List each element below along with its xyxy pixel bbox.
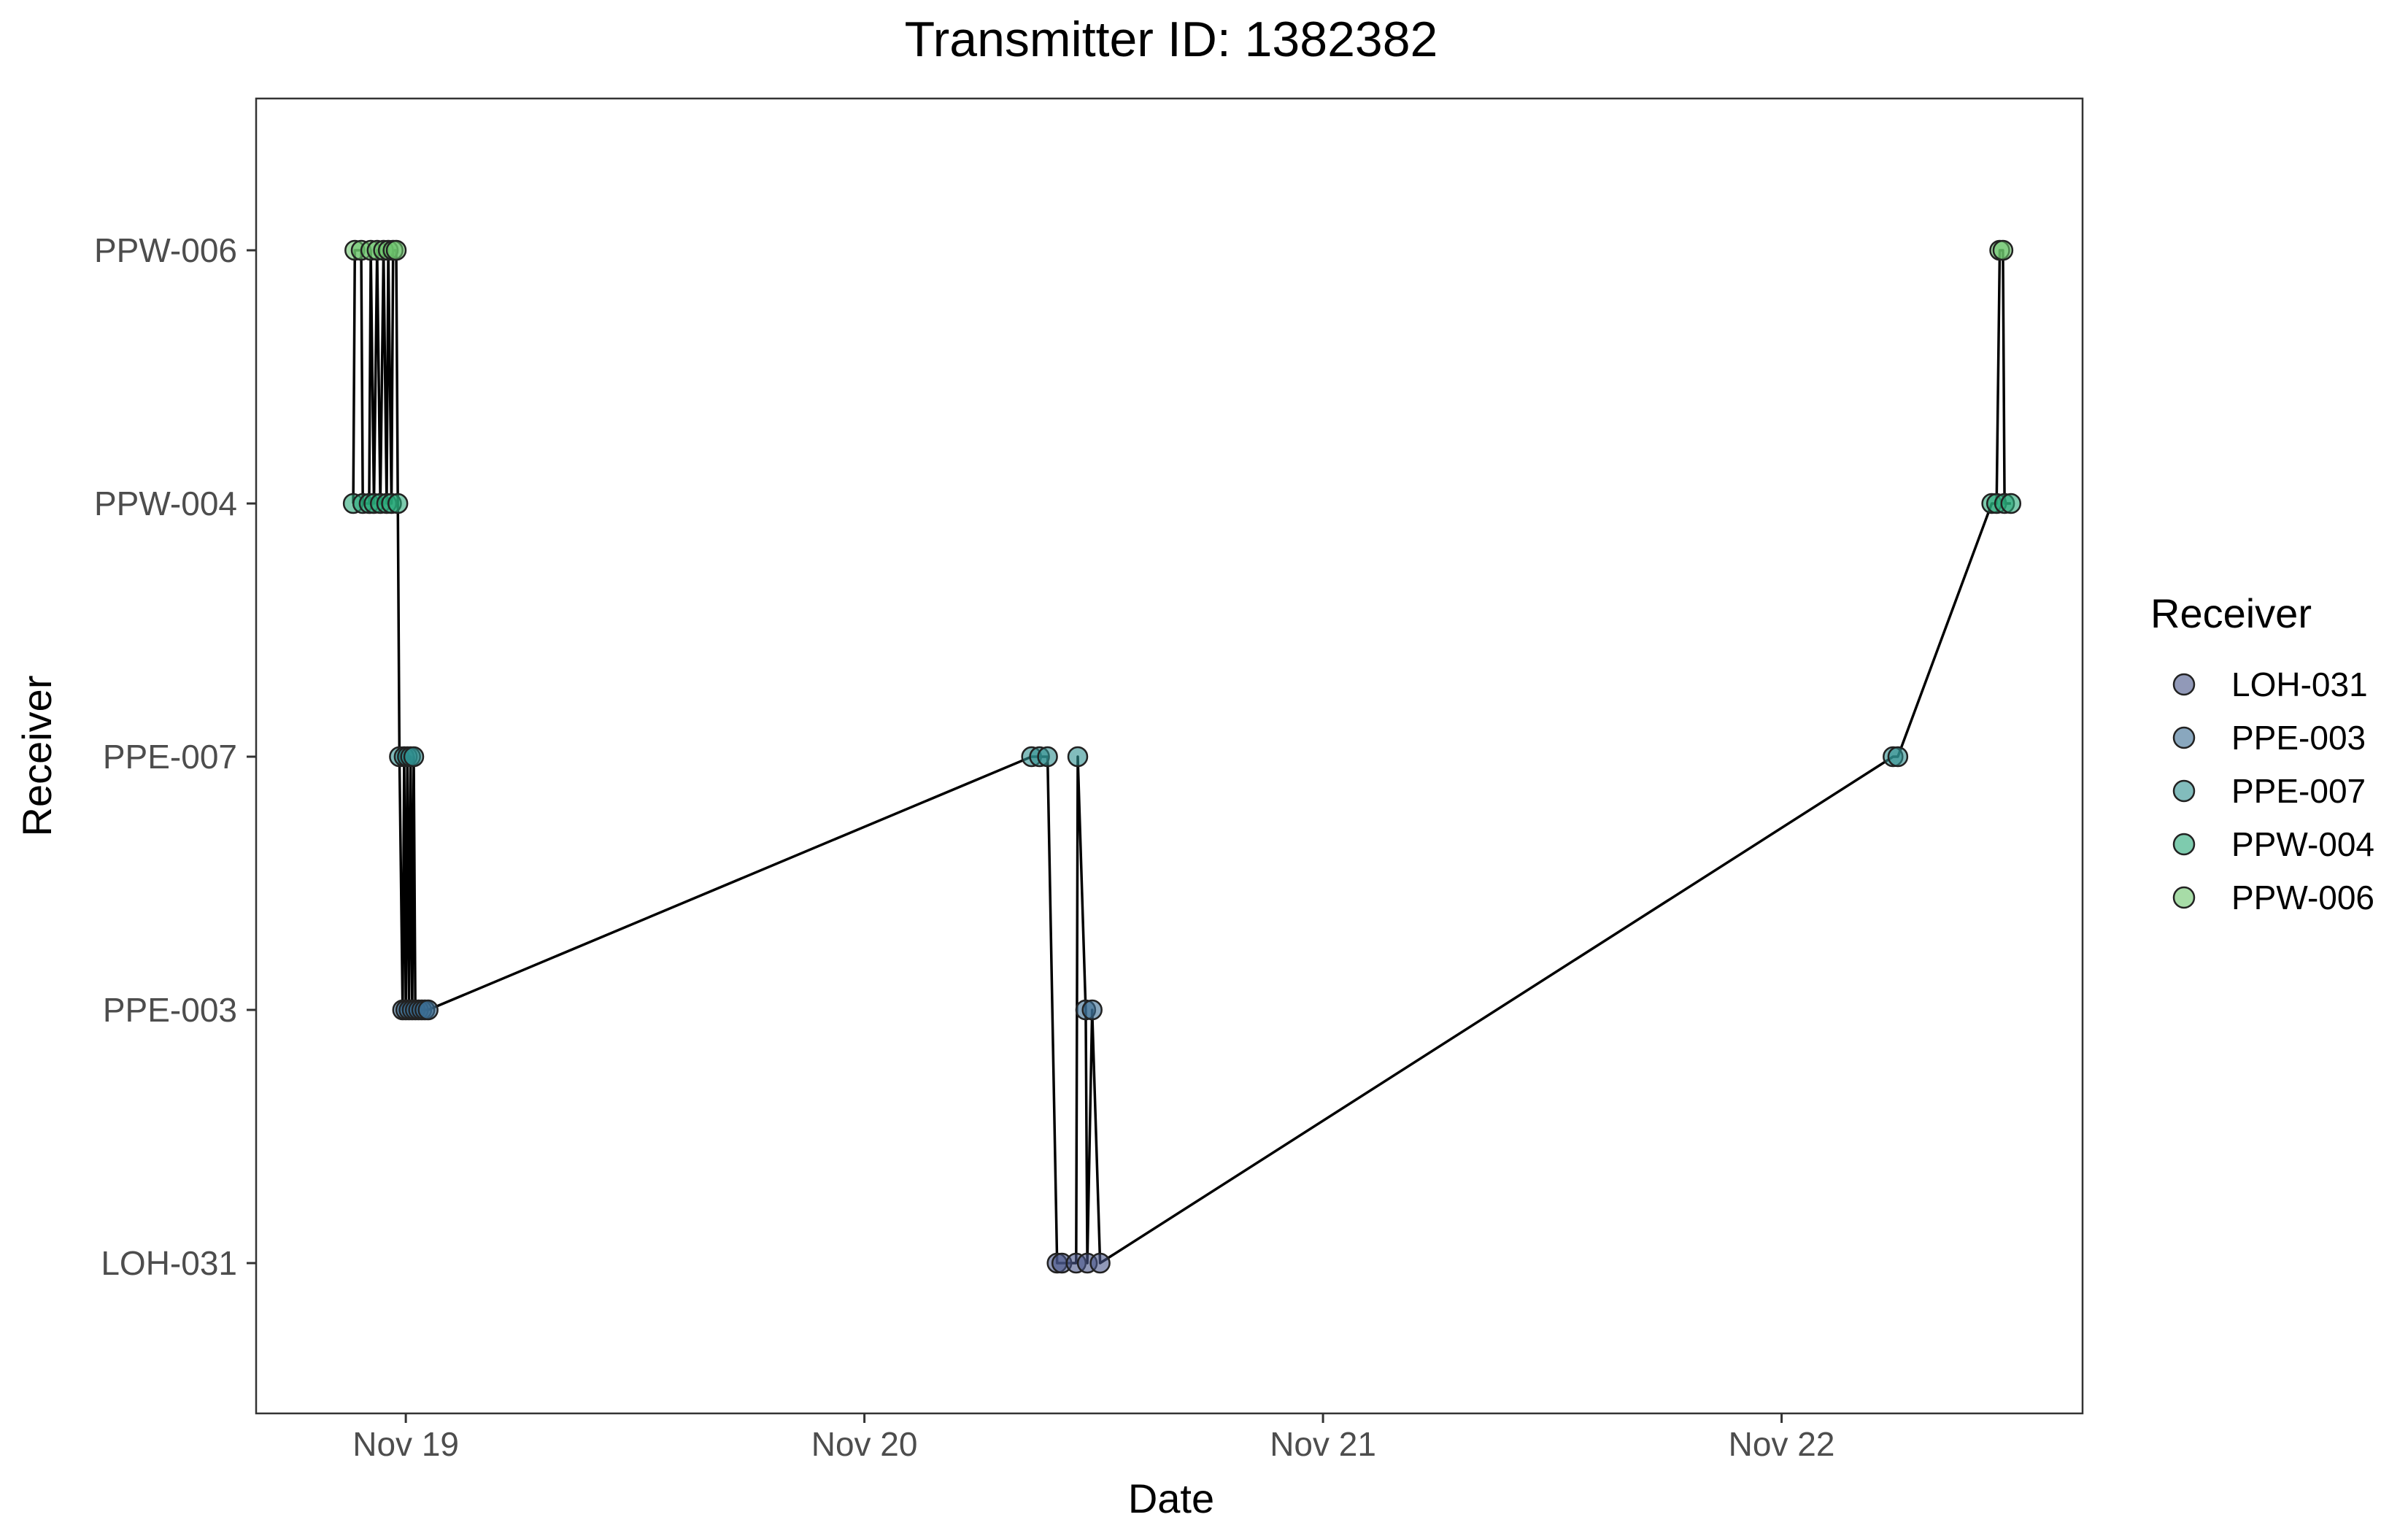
legend-label: PPE-003	[2231, 719, 2366, 757]
legend-entries: LOH-031 PPE-003 PPE-007 PPW-004 PPW-006	[2172, 665, 2374, 916]
data-point	[403, 746, 425, 768]
data-point	[1992, 239, 2014, 261]
legend: Receiver LOH-031 PPE-003 PPE-007 PPW-004 PPW…	[2150, 590, 2374, 916]
data-point	[1067, 746, 1089, 768]
legend-key	[2172, 673, 2196, 696]
x-tick-label: Nov 21	[1270, 1425, 1376, 1463]
legend-title: Receiver	[2150, 590, 2312, 636]
legend-label: PPW-006	[2231, 879, 2374, 916]
data-point	[1887, 746, 1909, 768]
y-axis-label: Receiver	[14, 676, 60, 837]
legend-key	[2172, 779, 2196, 803]
y-tick-label: PPE-007	[103, 738, 237, 776]
y-tick-label: LOH-031	[101, 1244, 237, 1282]
x-tick-label: Nov 19	[352, 1425, 459, 1463]
legend-label: PPE-007	[2231, 772, 2366, 810]
data-point	[387, 493, 409, 514]
data-point	[1081, 999, 1103, 1021]
legend-key	[2172, 886, 2196, 909]
x-tick-label: Nov 20	[811, 1425, 918, 1463]
legend-label: PPW-004	[2231, 825, 2374, 863]
y-tick-label: PPE-003	[103, 991, 237, 1029]
legend-key	[2172, 833, 2196, 856]
x-axis-label: Date	[1128, 1475, 1214, 1521]
data-point	[1089, 1252, 1111, 1274]
chart-title: Transmitter ID: 1382382	[905, 12, 1438, 67]
data-point	[1037, 746, 1058, 768]
x-tick-label: Nov 22	[1729, 1425, 1835, 1463]
legend-key	[2172, 726, 2196, 749]
y-tick-label: PPW-004	[94, 485, 237, 522]
data-point	[2000, 493, 2022, 514]
legend-label: LOH-031	[2231, 665, 2368, 703]
x-axis: Nov 19 Nov 20 Nov 21 Nov 22	[352, 1413, 1834, 1463]
plot-layer	[342, 239, 2022, 1274]
data-point	[417, 999, 439, 1021]
data-point	[385, 239, 407, 261]
y-tick-label: PPW-006	[94, 231, 237, 269]
y-axis: LOH-031 PPE-003 PPE-007 PPW-004 PPW-006	[94, 231, 256, 1282]
